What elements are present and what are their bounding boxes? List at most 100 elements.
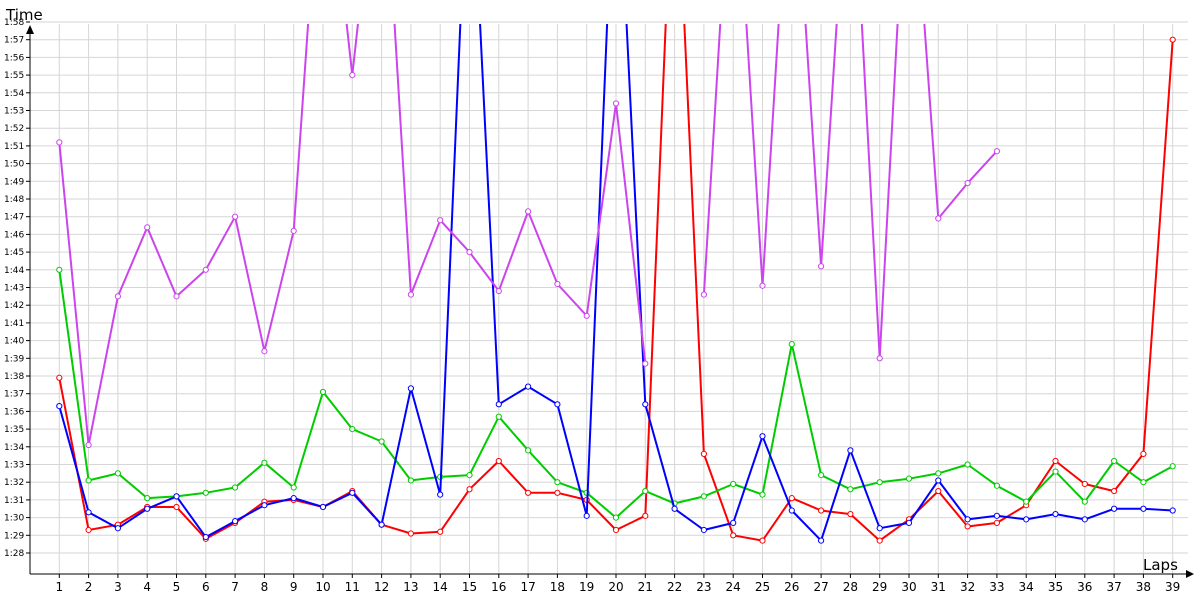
- x-tick-label: 15: [462, 580, 477, 594]
- data-point: [730, 519, 737, 527]
- data-point: [407, 477, 414, 484]
- data-point: [905, 519, 913, 527]
- data-point: [56, 374, 63, 381]
- x-tick-label: 19: [579, 580, 594, 594]
- y-tick-label: 1:48: [4, 195, 24, 205]
- x-tick-label: 29: [872, 580, 887, 594]
- data-point: [964, 523, 971, 530]
- data-point: [173, 293, 180, 300]
- y-tick-label: 1:31: [4, 496, 24, 506]
- y-tick-label: 1:34: [4, 443, 24, 453]
- data-point: [144, 224, 151, 231]
- data-point: [1169, 507, 1176, 514]
- y-tick-label: 1:56: [4, 53, 24, 63]
- x-tick-label: 23: [696, 580, 711, 594]
- data-point: [671, 505, 678, 512]
- data-point: [114, 293, 122, 300]
- data-point: [554, 489, 561, 496]
- data-point: [437, 528, 444, 535]
- data-point: [232, 484, 239, 491]
- data-point: [847, 486, 854, 493]
- data-point: [1052, 457, 1059, 465]
- data-point: [1111, 457, 1118, 465]
- y-tick-label: 1:39: [4, 354, 24, 364]
- x-tick-label: 33: [989, 580, 1004, 594]
- data-point: [964, 516, 971, 523]
- y-tick-label: 1:53: [4, 107, 24, 117]
- data-point: [349, 489, 356, 496]
- x-tick-label: 4: [143, 580, 151, 594]
- data-point: [847, 510, 854, 518]
- data-point: [261, 502, 268, 509]
- data-point: [1081, 498, 1088, 505]
- x-tick-label: 12: [374, 580, 389, 594]
- data-point: [525, 447, 532, 454]
- data-point: [993, 148, 1001, 155]
- data-point: [700, 291, 708, 298]
- data-point: [1111, 487, 1118, 495]
- x-tick-label: 10: [315, 580, 330, 594]
- data-point: [1023, 498, 1030, 505]
- x-tick-label: 27: [813, 580, 828, 594]
- data-point: [525, 383, 532, 390]
- series-1: [56, 266, 1176, 521]
- y-tick-label: 1:40: [4, 337, 24, 347]
- data-point: [642, 512, 649, 519]
- data-point: [144, 495, 151, 502]
- x-tick-label: 1: [55, 580, 63, 594]
- x-tick-label: 34: [1019, 580, 1034, 594]
- x-tick-label: 16: [491, 580, 506, 594]
- data-point: [232, 213, 239, 220]
- data-point: [759, 433, 766, 440]
- data-point: [612, 514, 620, 521]
- x-tick-label: 39: [1165, 580, 1180, 594]
- data-point: [56, 139, 63, 146]
- y-tick-label: 1:30: [4, 514, 24, 524]
- x-tick-label: 8: [261, 580, 269, 594]
- data-point: [437, 217, 444, 224]
- data-point: [905, 475, 913, 482]
- data-point: [349, 426, 356, 433]
- data-point: [173, 493, 180, 500]
- data-point: [85, 509, 92, 516]
- series-2: [56, 24, 1176, 544]
- data-point: [1052, 468, 1059, 475]
- y-tick-label: 1:35: [4, 425, 24, 435]
- x-tick-label: 38: [1136, 580, 1151, 594]
- data-point: [407, 530, 414, 537]
- data-point: [935, 477, 942, 484]
- y-tick-label: 1:46: [4, 230, 24, 240]
- data-point: [993, 512, 1001, 519]
- y-tick-label: 1:47: [4, 213, 24, 223]
- data-point: [349, 72, 356, 79]
- y-tick-label: 1:37: [4, 390, 24, 400]
- x-tick-label: 11: [345, 580, 360, 594]
- data-point: [788, 495, 795, 502]
- data-point: [56, 266, 63, 273]
- data-point: [935, 215, 942, 222]
- x-axis-label: Laps: [1143, 556, 1178, 574]
- data-point: [759, 282, 766, 289]
- data-point: [495, 401, 502, 408]
- data-point: [818, 263, 825, 270]
- data-point: [876, 525, 883, 532]
- data-point: [261, 459, 268, 466]
- x-tick-label: 37: [1106, 580, 1121, 594]
- x-tick-label: 17: [520, 580, 535, 594]
- data-point: [495, 413, 502, 420]
- data-point: [964, 179, 971, 187]
- data-point: [1081, 480, 1088, 488]
- data-point: [818, 537, 825, 544]
- data-point: [144, 505, 151, 512]
- y-tick-label: 1:55: [4, 71, 24, 81]
- x-tick-label: 22: [667, 580, 682, 594]
- data-point: [407, 385, 414, 392]
- y-tick-label: 1:58: [4, 18, 24, 28]
- data-point: [818, 507, 825, 514]
- data-point: [495, 287, 502, 295]
- x-tick-label: 36: [1077, 580, 1092, 594]
- x-axis-arrow: [1186, 570, 1194, 578]
- data-point: [319, 388, 327, 396]
- data-point: [759, 537, 766, 544]
